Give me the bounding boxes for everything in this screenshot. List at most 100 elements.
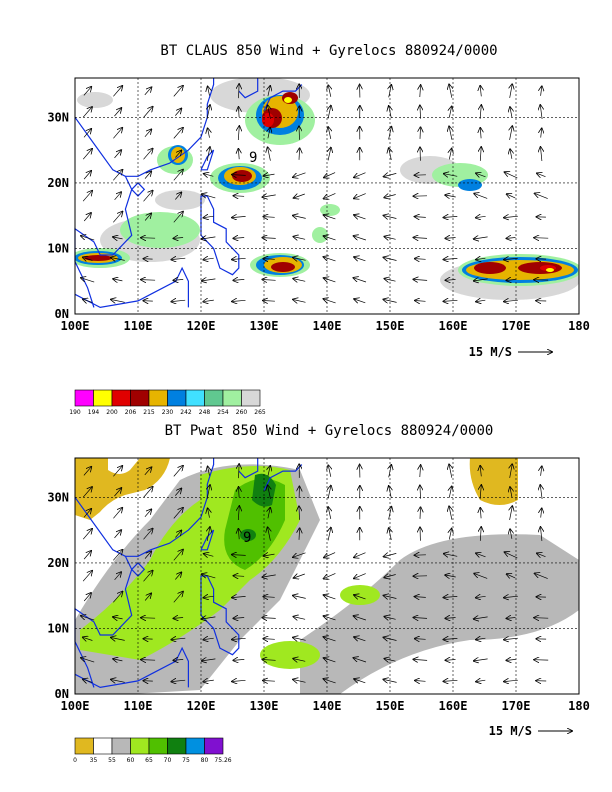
wind-vector: [324, 299, 336, 303]
wind-vector: [143, 487, 153, 498]
wind-vector: [293, 258, 306, 261]
wind-vector: [234, 196, 245, 197]
wind-vector: [476, 680, 486, 681]
coastline-segment: [131, 562, 146, 577]
wind-vector: [354, 637, 366, 641]
wind-vector: [541, 527, 542, 542]
wind-vector: [268, 105, 271, 119]
wind-vector: [504, 596, 518, 598]
wind-vector: [233, 238, 245, 239]
wind-vector: [449, 465, 452, 478]
wind-vector: [175, 151, 181, 158]
wind-vector: [293, 659, 306, 662]
wind-vector: [420, 507, 421, 519]
wind-vector: [504, 300, 518, 301]
wind-vector: [238, 149, 239, 160]
wind-vector: [534, 618, 549, 619]
bottom-chart-title: BT Pwat 850 Wind + Gyrelocs 880924/0000: [165, 423, 494, 439]
wind-vector: [480, 105, 481, 119]
wind-vector: [234, 576, 245, 577]
wind-vector: [324, 257, 336, 261]
wind-vector: [354, 257, 366, 261]
wind-vector: [510, 506, 513, 520]
colorbar-label: 215: [143, 409, 155, 416]
colorbar-swatch: [111, 737, 131, 755]
wind-vector: [354, 658, 367, 663]
wind-vector: [111, 638, 125, 641]
wind-vector: [83, 299, 93, 302]
wind-vector: [202, 574, 216, 578]
y-tick-label: 0N: [55, 307, 69, 321]
wind-vector: [535, 193, 548, 199]
colorbar-swatch: [74, 737, 94, 755]
wind-vector: [389, 486, 392, 499]
wind-vector: [173, 550, 183, 561]
top-x-ticks: 100E 110E 120E 130E 140E 150E 160E 170E 180: [61, 319, 590, 333]
wind-vector: [81, 278, 95, 283]
wind-vector: [83, 129, 91, 138]
wind-vector: [389, 85, 392, 98]
wind-vector: [293, 596, 306, 599]
wind-vector: [204, 174, 214, 177]
wind-vector: [113, 279, 123, 281]
top-field: [75, 78, 579, 300]
wind-vector: [444, 258, 458, 259]
wind-vector: [239, 487, 240, 498]
wind-vector: [268, 508, 270, 519]
wind-vector: [208, 467, 210, 476]
wind-vector: [263, 259, 275, 260]
wind-vector: [541, 509, 542, 518]
wind-vector: [294, 194, 305, 198]
wind-vector: [263, 597, 275, 598]
wind-vector: [173, 128, 183, 139]
top-colorbar: 190 194 200 206 215 230 242 248 254 260 265: [69, 389, 266, 416]
wind-vector: [111, 300, 125, 303]
wind-vector: [449, 85, 452, 98]
wind-vector: [264, 174, 275, 176]
wind-vector: [385, 279, 396, 282]
wind-vector: [202, 659, 216, 661]
wind-vector: [83, 679, 93, 682]
colorbar-label: 265: [254, 409, 266, 416]
wind-vector: [144, 87, 152, 96]
wind-vector: [203, 638, 214, 640]
wind-vector: [384, 596, 397, 599]
wind-vector: [384, 195, 396, 198]
colorbar-swatch: [167, 737, 187, 755]
wind-vector: [328, 85, 331, 97]
wind-vector: [207, 527, 210, 541]
wind-vector: [268, 128, 270, 139]
wind-vector: [510, 126, 513, 140]
wind-vector: [324, 236, 336, 240]
wind-vector: [207, 485, 210, 499]
coastline-segment: [200, 149, 215, 171]
wind-vector: [299, 528, 300, 540]
wind-vector: [480, 527, 481, 541]
wind-vector: [446, 660, 456, 661]
wind-vector: [82, 487, 92, 498]
wind-vector: [144, 509, 151, 518]
wind-vector: [268, 86, 270, 97]
wind-vector: [83, 593, 91, 602]
wind-vector: [113, 550, 122, 561]
wind-vector: [208, 128, 210, 138]
wind-vector: [293, 172, 306, 177]
wind-vector: [232, 300, 246, 301]
wind-vector: [171, 300, 186, 301]
wind-vector: [541, 466, 542, 476]
x-tick-label: 170E: [502, 699, 531, 713]
x-tick-label: 110E: [124, 699, 153, 713]
wind-vector: [144, 129, 151, 138]
top-chart: BT CLAUS 850 Wind + Gyrelocs 880924/0000: [47, 43, 590, 416]
x-tick-label: 180: [568, 699, 590, 713]
wind-vector: [354, 236, 367, 241]
wind-vector: [504, 638, 518, 640]
wind-vector: [207, 105, 210, 119]
wind-vector: [83, 213, 91, 222]
wind-vector: [541, 86, 542, 96]
wind-vector: [173, 659, 184, 660]
colorbar-swatch: [222, 389, 242, 407]
wind-vector: [175, 531, 181, 538]
wind-vector: [474, 574, 488, 579]
colorbar-swatch: [148, 737, 168, 755]
